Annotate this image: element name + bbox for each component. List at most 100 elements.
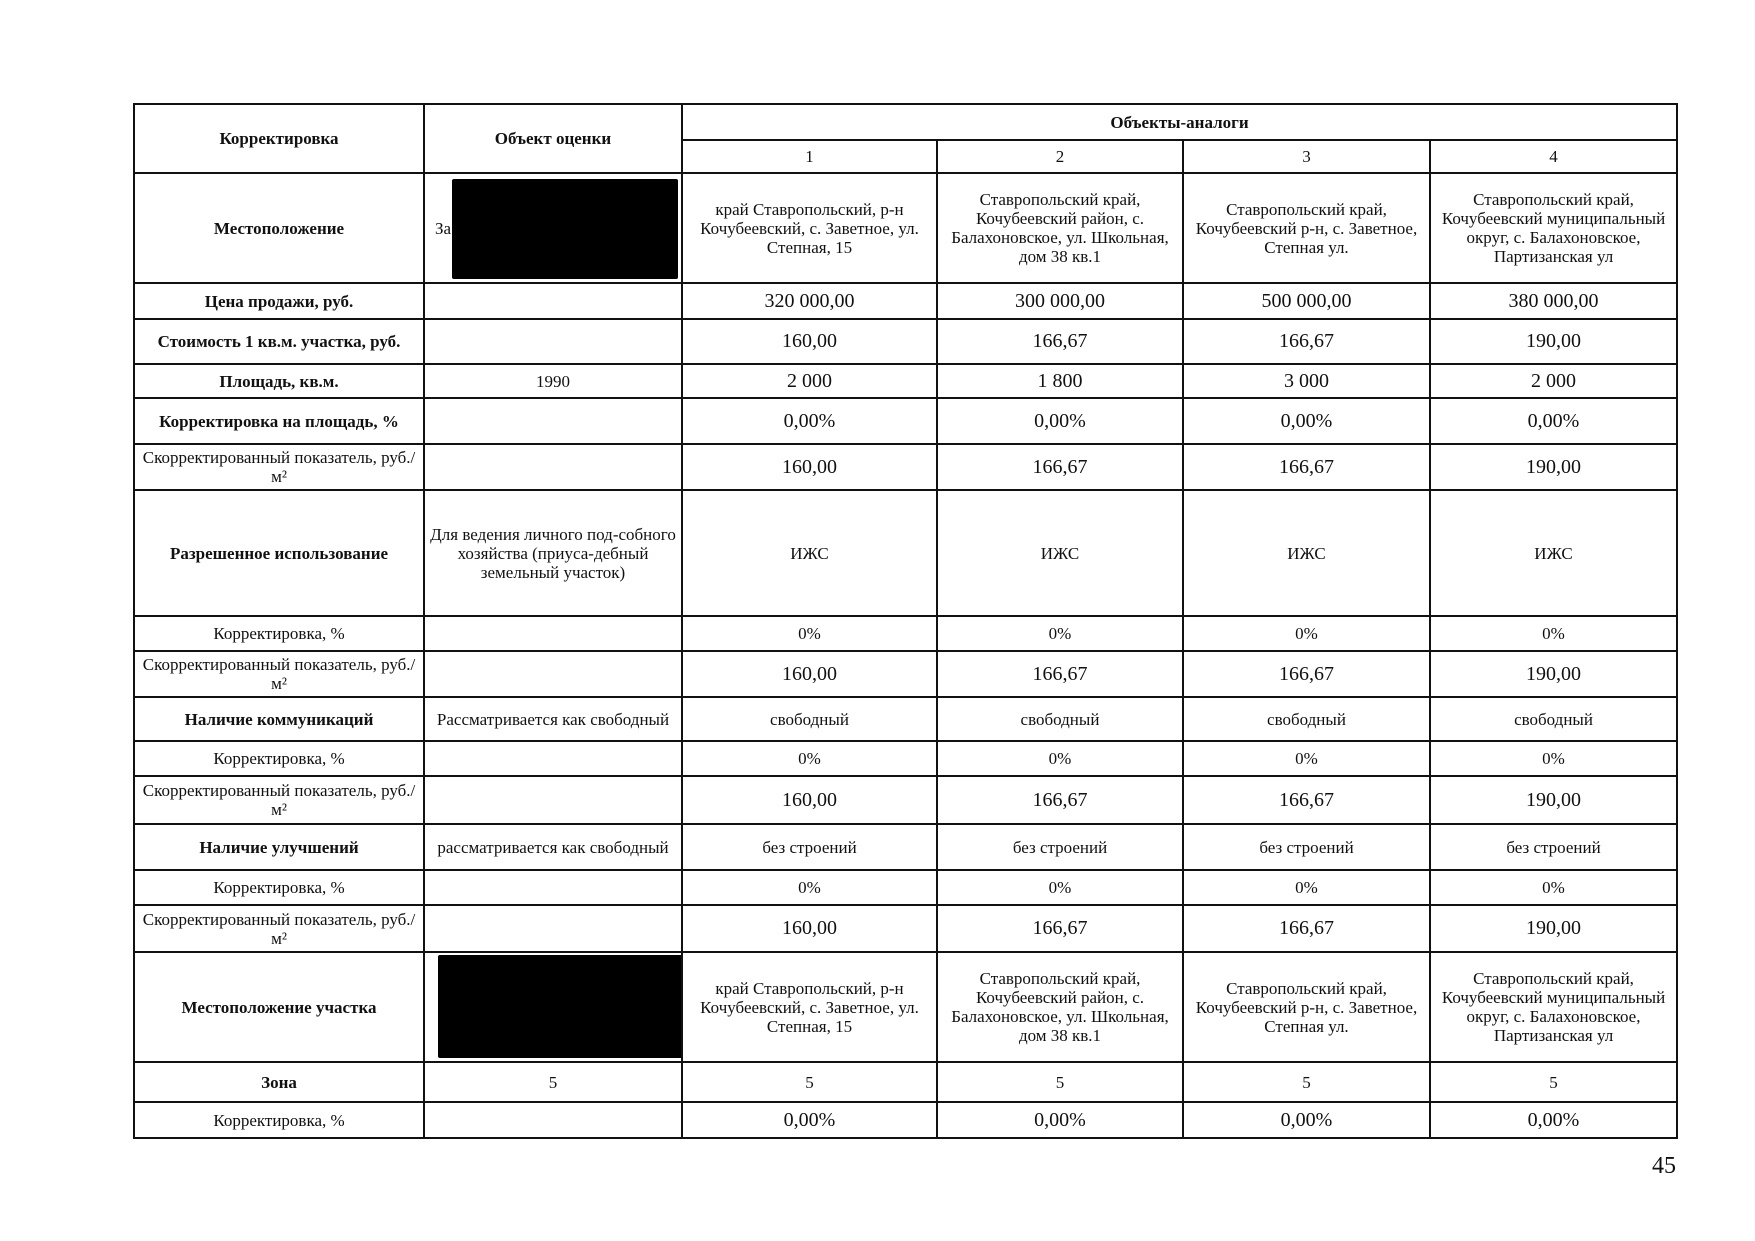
subject-value	[423, 904, 683, 953]
analog-4-value: 0%	[1428, 869, 1679, 906]
analog-2-value: 1 800	[936, 363, 1184, 399]
analog-3-value: 3 000	[1182, 363, 1431, 399]
row-label: Корректировка, %	[133, 615, 425, 652]
analog-4-value: Ставропольский край, Кочубеевский муници…	[1428, 951, 1679, 1063]
analog-1-value: 0,00%	[681, 397, 938, 445]
analog-1-value: 0,00%	[681, 1101, 938, 1139]
row-label: Корректировка, %	[133, 740, 425, 777]
analog-2-value: 166,67	[936, 904, 1184, 953]
analog-2-value: 0,00%	[936, 397, 1184, 445]
row-label: Скорректированный показатель, руб./м²	[133, 650, 425, 698]
table-row: Скорректированный показатель, руб./м² 160…	[133, 443, 1679, 491]
comparison-table: Корректировка Объект оценки Объекты-анал…	[133, 103, 1679, 1139]
table-row: Площадь, кв.м. 1990 2 000 1 800 3 000 2 000	[133, 363, 1679, 399]
subject-value: Рассматривается как свободный	[423, 696, 683, 742]
analog-2-value: без строений	[936, 823, 1184, 871]
analog-4-value: 190,00	[1428, 318, 1679, 365]
analog-1-value: 0%	[681, 615, 938, 652]
header-correction: Корректировка	[133, 103, 425, 174]
analog-3-value: ИЖС	[1182, 489, 1431, 617]
analog-4-value: 190,00	[1428, 904, 1679, 953]
analog-2-value: 0%	[936, 869, 1184, 906]
analog-3-value: 0%	[1182, 615, 1431, 652]
row-label: Корректировка, %	[133, 1101, 425, 1139]
analog-2-value: 166,67	[936, 775, 1184, 825]
analog-1-value: 2 000	[681, 363, 938, 399]
analog-1-value: 160,00	[681, 318, 938, 365]
analog-3-value: 166,67	[1182, 318, 1431, 365]
subject-value	[423, 397, 683, 445]
analog-1-value: 160,00	[681, 443, 938, 491]
analog-4-value: свободный	[1428, 696, 1679, 742]
subject-value	[423, 951, 683, 1063]
analog-1-value: 5	[681, 1061, 938, 1103]
analog-2-value: 166,67	[936, 650, 1184, 698]
subject-text: Рассматривается как свободный	[436, 709, 670, 729]
analog-1-value: край Ставропольский, р-н Кочубеевский, с…	[681, 172, 938, 284]
analog-3-value: 166,67	[1182, 904, 1431, 953]
subject-value	[423, 318, 683, 365]
header-analogs: Объекты-аналоги	[680, 103, 1679, 141]
analog-number: 4	[1428, 139, 1679, 174]
subject-value	[423, 443, 683, 491]
table-row: Цена продажи, руб. 320 000,00 300 000,00 50…	[133, 282, 1679, 320]
row-label: Скорректированный показатель, руб./м²	[133, 775, 425, 825]
analog-4-value: 0,00%	[1428, 1101, 1679, 1139]
subject-value	[423, 650, 683, 698]
analog-2-value: ИЖС	[936, 489, 1184, 617]
redaction-box	[452, 179, 678, 279]
analog-4-value: 0%	[1428, 615, 1679, 652]
analog-2-value: Ставропольский край, Кочубеевский район,…	[936, 172, 1184, 284]
analog-4-value: 2 000	[1428, 363, 1679, 399]
analog-4-value: 190,00	[1428, 650, 1679, 698]
analog-4-value: Ставропольский край, Кочубеевский муници…	[1428, 172, 1679, 284]
subject-text: Для ведения личного под-собного хозяйств…	[430, 524, 676, 582]
analog-3-value: 5	[1182, 1061, 1431, 1103]
analog-2-value: 0,00%	[936, 1101, 1184, 1139]
analog-1-value: без строений	[681, 823, 938, 871]
analog-1-value: 160,00	[681, 775, 938, 825]
analog-3-value: Ставропольский край, Кочубеевский р-н, с…	[1182, 172, 1431, 284]
subject-value	[423, 282, 683, 320]
analog-1-value: 160,00	[681, 650, 938, 698]
analog-3-value: 166,67	[1182, 650, 1431, 698]
analog-4-value: 0%	[1428, 740, 1679, 777]
analog-4-value: 380 000,00	[1428, 282, 1679, 320]
row-label: Площадь, кв.м.	[133, 363, 425, 399]
table-row: Корректировка, % 0% 0% 0% 0%	[133, 869, 1679, 906]
analog-4-value: ИЖС	[1428, 489, 1679, 617]
subject-value	[423, 775, 683, 825]
subject-value: За	[423, 172, 683, 284]
subject-text: 1990	[536, 371, 570, 391]
analog-4-value: без строений	[1428, 823, 1679, 871]
analog-2-value: 0%	[936, 615, 1184, 652]
analog-2-value: свободный	[936, 696, 1184, 742]
analog-4-value: 190,00	[1428, 775, 1679, 825]
row-label: Местоположение	[133, 172, 425, 284]
analog-2-value: 0%	[936, 740, 1184, 777]
table-row: Местоположение участка край Ставропольски…	[133, 951, 1679, 1063]
table-row: Зона 5 5 5 5 5	[133, 1061, 1679, 1103]
row-label: Наличие улучшений	[133, 823, 425, 871]
table-row: Корректировка, % 0,00% 0,00% 0,00% 0,00%	[133, 1101, 1679, 1139]
analog-number: 2	[936, 139, 1184, 174]
row-label: Корректировка, %	[133, 869, 425, 906]
analog-3-value: Ставропольский край, Кочубеевский р-н, с…	[1182, 951, 1431, 1063]
analog-1-value: 0%	[681, 740, 938, 777]
analog-3-value: 166,67	[1182, 443, 1431, 491]
analog-1-value: 0%	[681, 869, 938, 906]
analog-3-value: свободный	[1182, 696, 1431, 742]
header-analog-numbers-row: 1 2 3 4	[134, 139, 1679, 174]
row-label: Разрешенное использование	[133, 489, 425, 617]
table-row: Наличие улучшений рассматривается как сво…	[133, 823, 1679, 871]
subject-value: 1990	[423, 363, 683, 399]
analog-3-value: 0%	[1182, 740, 1431, 777]
analog-1-value: ИЖС	[681, 489, 938, 617]
table-row: Разрешенное использование Для ведения лич…	[133, 489, 1679, 617]
analog-2-value: 166,67	[936, 443, 1184, 491]
analog-2-value: Ставропольский край, Кочубеевский район,…	[936, 951, 1184, 1063]
row-label: Стоимость 1 кв.м. участка, руб.	[133, 318, 425, 365]
subject-value: 5	[423, 1061, 683, 1103]
subject-text: 5	[548, 1072, 558, 1092]
table-row: Корректировка, % 0% 0% 0% 0%	[133, 615, 1679, 652]
